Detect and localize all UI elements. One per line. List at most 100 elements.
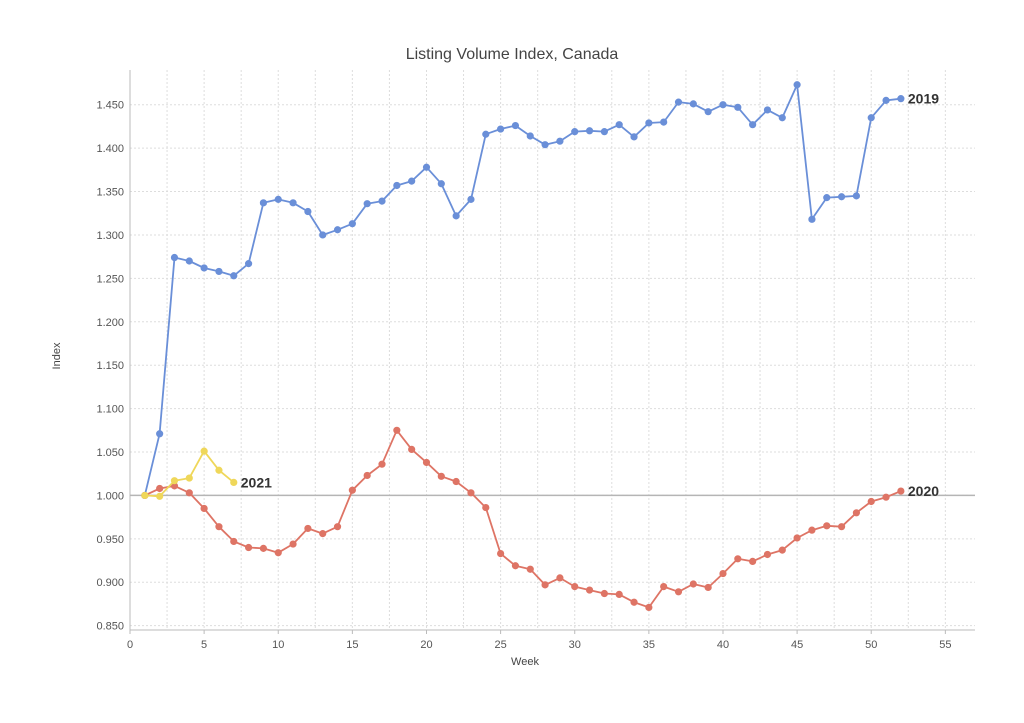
series-group (141, 81, 905, 612)
data-point-2020 (645, 603, 653, 612)
x-axis-label: Week (511, 656, 539, 668)
data-point-2020 (674, 588, 683, 596)
data-point-2019 (156, 430, 164, 438)
data-point-2019 (882, 96, 890, 104)
data-point-2020 (793, 534, 801, 542)
data-point-2020 (897, 487, 905, 495)
data-point-2020 (749, 557, 757, 566)
data-point-2019 (837, 193, 846, 201)
data-point-2020 (319, 530, 327, 538)
data-point-2019 (704, 108, 712, 116)
data-point-2020 (185, 489, 193, 497)
data-point-2021 (156, 492, 164, 500)
data-point-2019 (200, 264, 208, 272)
series-line-2020 (144, 429, 902, 609)
data-point-2020 (511, 562, 520, 570)
data-point-2019 (897, 95, 905, 103)
data-point-2019 (215, 267, 223, 276)
data-point-2020 (244, 543, 253, 552)
data-point-2019 (467, 195, 475, 203)
data-point-2021 (185, 474, 193, 482)
data-point-2020 (378, 460, 386, 468)
data-point-2019 (734, 103, 742, 111)
data-point-2019 (244, 260, 253, 268)
data-point-2021 (215, 466, 223, 474)
y-tick-label: 1.200 (96, 317, 124, 329)
x-tick-label: 0 (127, 639, 133, 651)
data-point-2020 (230, 537, 238, 546)
data-point-2019 (556, 137, 564, 145)
data-point-2020 (615, 590, 623, 599)
data-point-2020 (497, 549, 505, 558)
data-point-2019 (852, 192, 861, 200)
data-point-2020 (600, 589, 608, 598)
y-tick-label: 1.100 (96, 404, 124, 416)
data-point-2019 (823, 194, 831, 202)
data-point-2020 (333, 523, 342, 531)
x-tick-label: 45 (791, 639, 803, 651)
data-point-2020 (823, 522, 831, 530)
data-point-2019 (363, 200, 371, 208)
data-point-2020 (734, 555, 742, 563)
data-point-2020 (630, 598, 638, 606)
data-point-2019 (660, 118, 668, 126)
data-point-2019 (585, 127, 594, 135)
data-point-2019 (793, 81, 801, 89)
data-point-2019 (778, 114, 786, 122)
data-point-2019 (600, 128, 608, 136)
data-point-2019 (437, 180, 445, 188)
y-tick-label: 1.150 (96, 360, 124, 372)
data-point-2019 (497, 125, 505, 133)
data-point-2019 (230, 272, 238, 280)
data-point-2019 (763, 106, 772, 114)
data-point-2019 (674, 98, 683, 106)
data-point-2020 (363, 471, 371, 480)
data-point-2020 (156, 484, 164, 493)
axes: 0.850 0.900 0.950 1.000 1.050 1.100 1.150 1.200… (96, 70, 975, 651)
data-point-2019 (378, 197, 386, 205)
x-tick-label: 10 (272, 639, 284, 651)
data-point-2019 (630, 133, 638, 141)
data-point-2021 (230, 478, 238, 487)
data-point-2019 (274, 195, 282, 203)
chart-title: Listing Volume Index, Canada (405, 46, 619, 63)
data-point-2020 (422, 458, 431, 467)
data-point-2020 (585, 586, 594, 594)
data-point-2019 (511, 121, 520, 130)
data-point-2021 (141, 491, 149, 500)
data-point-2020 (704, 583, 712, 592)
data-point-2020 (867, 497, 875, 506)
series-label-2020: 2020 (908, 483, 939, 499)
data-point-2020 (882, 493, 890, 501)
data-point-2020 (778, 546, 786, 554)
data-point-2020 (526, 565, 534, 573)
x-tick-label: 25 (494, 639, 506, 651)
data-point-2020 (467, 489, 475, 497)
y-tick-label: 1.300 (96, 230, 124, 242)
x-tick-label: 40 (717, 639, 729, 651)
data-point-2021 (200, 447, 208, 455)
data-point-2020 (304, 524, 312, 533)
data-point-2019 (571, 128, 579, 136)
data-point-2019 (393, 181, 401, 190)
data-point-2020 (571, 582, 579, 591)
x-tick-label: 20 (420, 639, 432, 651)
x-tick-label: 35 (643, 639, 655, 651)
data-point-2021 (170, 477, 179, 485)
y-tick-label: 0.900 (96, 577, 124, 589)
data-point-2019 (319, 231, 327, 239)
data-point-2020 (852, 509, 861, 517)
data-point-2019 (645, 119, 653, 127)
data-point-2020 (393, 426, 401, 434)
data-point-2019 (333, 226, 342, 234)
x-tick-label: 15 (346, 639, 358, 651)
data-point-2019 (719, 101, 727, 109)
data-point-2020 (452, 477, 460, 486)
series-label-2021: 2021 (241, 474, 272, 490)
y-tick-label: 0.850 (96, 621, 124, 633)
y-tick-label: 1.050 (96, 447, 124, 459)
x-tick-label: 50 (865, 639, 877, 651)
data-point-2019 (808, 215, 816, 223)
data-point-2020 (660, 582, 668, 591)
y-tick-label: 1.450 (96, 100, 124, 112)
